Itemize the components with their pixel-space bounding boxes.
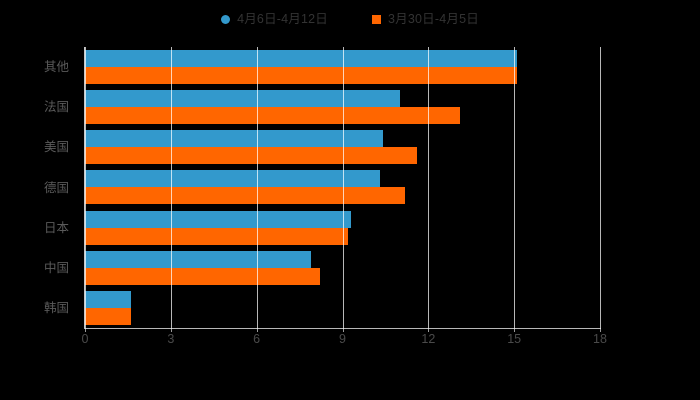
bar[interactable] [85, 307, 131, 325]
legend-label-series-1: 4月6日-4月12日 [237, 11, 328, 26]
x-axis-labels: 0 3 6 9 12 15 18 [81, 332, 607, 351]
bar-group [85, 47, 600, 87]
x-gridline [342, 47, 344, 328]
bar[interactable] [85, 267, 320, 285]
legend-entry-series-1[interactable]: 4月6日-4月12日 [221, 13, 328, 26]
x-axis-tick-label: 12 [421, 332, 436, 346]
bar[interactable] [85, 147, 417, 165]
y-axis-tick-label: 韩国 [43, 300, 69, 315]
bar[interactable] [85, 107, 460, 125]
bar-group [85, 167, 600, 207]
x-axis-tick-label: 9 [339, 332, 346, 346]
y-axis-tick-label: 中国 [43, 260, 69, 275]
x-axis-tick-label: 18 [593, 332, 607, 346]
bar[interactable] [85, 227, 349, 245]
chart-legend: 4月6日-4月12日 3月30日-4月5日 [0, 8, 700, 30]
x-gridline [514, 47, 516, 328]
legend-entry-series-2[interactable]: 3月30日-4月5日 [372, 13, 479, 26]
legend-marker-square-icon [372, 14, 381, 24]
legend-label-series-2: 3月30日-4月5日 [388, 11, 479, 26]
x-axis-tick-label: 0 [81, 332, 89, 346]
x-tick-mark [85, 328, 86, 332]
x-tick-mark [514, 328, 516, 332]
bar-group [85, 208, 600, 248]
bar-group [85, 248, 600, 288]
y-axis-tick-label: 美国 [43, 140, 69, 155]
x-tick-mark [170, 328, 172, 332]
y-axis-tick-label: 其他 [43, 60, 69, 75]
x-gridline [428, 47, 430, 328]
x-tick-mark [428, 328, 430, 332]
bar-group [85, 288, 600, 328]
bar[interactable] [85, 90, 400, 108]
x-gridline [600, 47, 601, 328]
x-tick-mark [342, 328, 344, 332]
y-axis-tick-label: 德国 [43, 180, 69, 195]
y-axis-labels: 其他法国美国德国日本中国韩国 [0, 47, 77, 328]
x-tick-mark [600, 328, 601, 332]
bar[interactable] [85, 210, 352, 228]
x-gridline [85, 47, 86, 328]
bar-group [85, 127, 600, 167]
x-axis-tick-label: 3 [167, 332, 175, 346]
plot-area [84, 47, 601, 332]
bar[interactable] [85, 290, 131, 308]
legend-marker-circle-icon [221, 14, 231, 24]
x-axis-tick-label: 15 [507, 332, 522, 346]
x-axis-tick-label: 6 [253, 332, 261, 346]
x-gridline [256, 47, 258, 328]
bar[interactable] [85, 250, 312, 268]
bar-group [85, 87, 600, 127]
x-tick-mark [256, 328, 258, 332]
x-gridline [170, 47, 172, 328]
bar[interactable] [85, 67, 518, 84]
bar[interactable] [85, 170, 380, 188]
y-axis-tick-label: 日本 [43, 220, 69, 235]
bar[interactable] [85, 50, 518, 67]
y-axis-line [84, 47, 85, 328]
bar[interactable] [85, 130, 383, 148]
y-axis-tick-label: 法国 [43, 100, 69, 115]
bar[interactable] [85, 187, 406, 205]
